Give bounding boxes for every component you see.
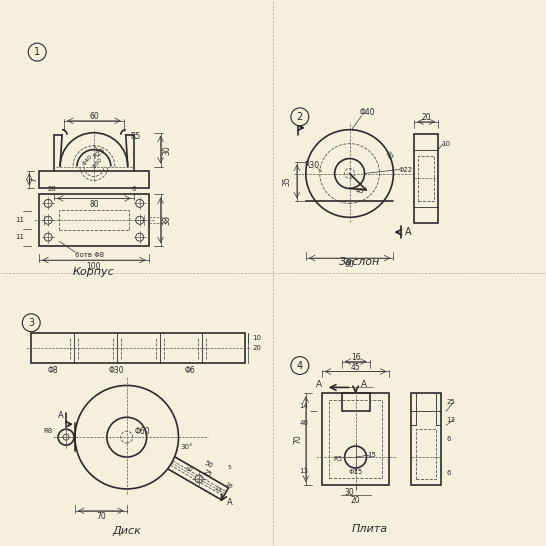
Text: Диск: Диск bbox=[112, 526, 141, 536]
Bar bbox=[31, 333, 245, 363]
Text: 30°: 30° bbox=[180, 444, 193, 450]
Text: 45: 45 bbox=[351, 363, 360, 372]
Text: Φ6: Φ6 bbox=[184, 366, 195, 375]
Text: 20: 20 bbox=[48, 186, 57, 192]
Text: A: A bbox=[405, 227, 412, 237]
Bar bbox=[414, 134, 438, 223]
Bar bbox=[416, 429, 436, 479]
Text: A: A bbox=[316, 380, 322, 389]
Text: 13: 13 bbox=[447, 417, 455, 423]
Text: Плита: Плита bbox=[352, 524, 388, 533]
Text: Φ60: Φ60 bbox=[135, 426, 151, 436]
Text: 10: 10 bbox=[442, 141, 450, 147]
Text: 38: 38 bbox=[162, 216, 171, 225]
Text: 4: 4 bbox=[297, 360, 303, 371]
Text: 70: 70 bbox=[293, 434, 302, 444]
Circle shape bbox=[291, 108, 309, 126]
Text: Φ22: Φ22 bbox=[398, 167, 412, 173]
Text: 60: 60 bbox=[89, 112, 99, 121]
Text: 45°: 45° bbox=[355, 188, 367, 194]
Text: 30: 30 bbox=[345, 488, 354, 497]
Text: 13: 13 bbox=[212, 486, 222, 494]
Bar bbox=[418, 156, 434, 201]
Text: 60: 60 bbox=[345, 259, 354, 269]
Text: 20: 20 bbox=[253, 345, 262, 351]
Bar bbox=[59, 210, 129, 230]
Bar bbox=[39, 194, 149, 246]
Text: Φ8: Φ8 bbox=[48, 366, 58, 375]
Text: 18: 18 bbox=[223, 482, 233, 490]
Circle shape bbox=[28, 43, 46, 61]
Bar bbox=[342, 393, 370, 411]
Text: Корпус: Корпус bbox=[73, 267, 115, 277]
Text: 6: 6 bbox=[447, 436, 452, 442]
Text: 50: 50 bbox=[203, 460, 213, 470]
Text: R30: R30 bbox=[304, 161, 319, 170]
Text: 35: 35 bbox=[282, 176, 292, 186]
Text: 6: 6 bbox=[132, 186, 136, 192]
Text: 2: 2 bbox=[296, 112, 303, 122]
Text: 7: 7 bbox=[29, 177, 39, 182]
Text: 14: 14 bbox=[299, 403, 308, 410]
Text: R25: R25 bbox=[92, 147, 106, 160]
Text: 10: 10 bbox=[253, 335, 262, 341]
Text: 30: 30 bbox=[162, 145, 171, 155]
Text: 6: 6 bbox=[447, 470, 452, 476]
Text: 20: 20 bbox=[351, 496, 360, 506]
Text: 40: 40 bbox=[299, 420, 308, 426]
Text: A: A bbox=[227, 498, 233, 507]
Text: 16: 16 bbox=[351, 353, 360, 362]
Text: R5: R5 bbox=[130, 132, 141, 141]
Bar bbox=[39, 170, 149, 188]
Text: A: A bbox=[360, 380, 366, 389]
Text: A: A bbox=[58, 411, 64, 420]
Text: 1: 1 bbox=[34, 47, 40, 57]
Text: Φ30: Φ30 bbox=[92, 157, 104, 170]
Text: 3: 3 bbox=[28, 318, 34, 328]
Text: Φ30: Φ30 bbox=[109, 366, 124, 375]
Bar bbox=[411, 393, 441, 485]
Text: A: A bbox=[292, 111, 298, 121]
Text: 10: 10 bbox=[185, 467, 193, 472]
Text: R8: R8 bbox=[44, 428, 53, 434]
Circle shape bbox=[291, 357, 309, 375]
Text: 13: 13 bbox=[299, 468, 308, 474]
Text: 11: 11 bbox=[15, 234, 24, 240]
Text: 6отв Φ8: 6отв Φ8 bbox=[75, 252, 104, 258]
Text: Φ15: Φ15 bbox=[348, 469, 363, 475]
Bar bbox=[322, 393, 389, 485]
Text: 32: 32 bbox=[383, 150, 394, 161]
Text: Заслон: Заслон bbox=[339, 257, 380, 267]
Text: Φ40: Φ40 bbox=[82, 154, 94, 167]
Text: 25: 25 bbox=[202, 468, 212, 478]
Bar bbox=[329, 400, 382, 478]
Circle shape bbox=[22, 314, 40, 332]
Text: 100: 100 bbox=[87, 262, 101, 270]
Text: 25: 25 bbox=[447, 399, 455, 405]
Text: Φ40: Φ40 bbox=[360, 108, 375, 117]
Text: 5: 5 bbox=[228, 465, 232, 470]
Text: 80: 80 bbox=[89, 200, 99, 209]
Text: 20: 20 bbox=[422, 113, 431, 122]
Text: 70: 70 bbox=[96, 512, 106, 521]
Text: 11: 11 bbox=[15, 217, 24, 223]
Text: 15: 15 bbox=[367, 452, 376, 458]
Text: R5: R5 bbox=[333, 456, 342, 462]
